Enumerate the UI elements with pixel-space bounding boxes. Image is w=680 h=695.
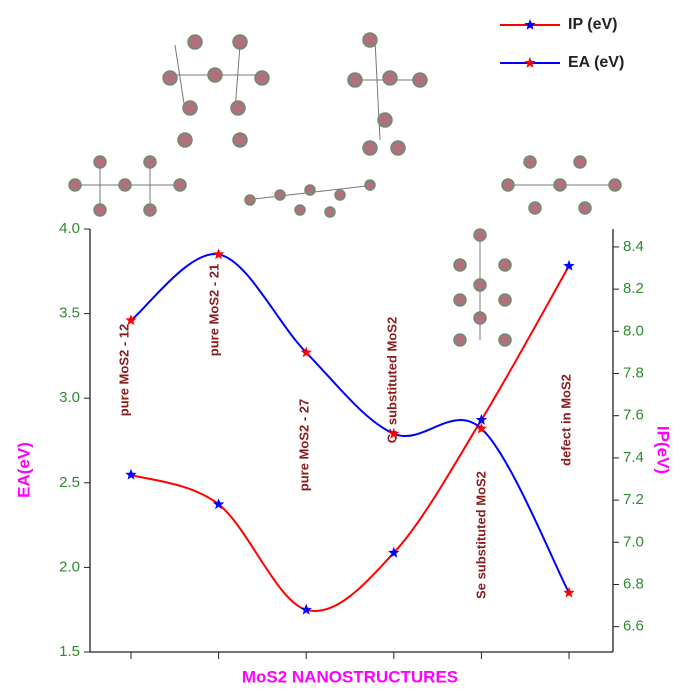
y2-tick-label: 8.0 (623, 322, 644, 339)
y-tick-label: 3.5 (59, 305, 80, 322)
series-line (131, 266, 569, 611)
category-label: defect in MoS2 (558, 374, 573, 466)
y2-axis-label: IP(eV) (654, 426, 673, 474)
y2-tick-label: 8.4 (623, 238, 644, 255)
y2-tick-label: 7.0 (623, 533, 644, 550)
y-tick-label: 2.0 (59, 558, 80, 575)
category-label: pure MoS2 - 12 (116, 324, 131, 416)
y2-tick-label: 7.8 (623, 364, 644, 381)
y-tick-label: 4.0 (59, 220, 80, 237)
y-tick-label: 2.5 (59, 474, 80, 491)
y2-tick-label: 7.6 (623, 407, 644, 424)
legend-marker (524, 19, 535, 30)
y2-tick-label: 7.2 (623, 491, 644, 508)
chart: EA(eV) IP(eV) MoS2 NANOSTRUCTURES 1.5 2.0… (0, 0, 680, 690)
legend-marker (524, 57, 535, 68)
point (213, 248, 224, 259)
category-label: Cr substituted MoS2 (384, 317, 399, 443)
point (125, 469, 136, 480)
y2-tick-label: 8.2 (623, 280, 644, 297)
y-tick-label: 1.5 (59, 643, 80, 660)
point (563, 587, 574, 598)
y2-tick-label: 6.6 (623, 618, 644, 635)
category-label: pure MoS2 - 27 (296, 399, 311, 491)
y-tick-label: 3.0 (59, 389, 80, 406)
legend-label: IP (eV) (568, 16, 618, 33)
legend-label: EA (eV) (568, 54, 624, 71)
y-axis-label: EA(eV) (14, 442, 33, 498)
y2-tick-label: 7.4 (623, 449, 644, 466)
x-axis-label: MoS2 NANOSTRUCTURES (242, 667, 458, 686)
point (301, 604, 312, 615)
point (563, 260, 574, 271)
category-label: pure MoS2 - 21 (206, 264, 221, 356)
category-label: Se substituted MoS2 (473, 471, 488, 599)
y2-tick-label: 6.8 (623, 575, 644, 592)
